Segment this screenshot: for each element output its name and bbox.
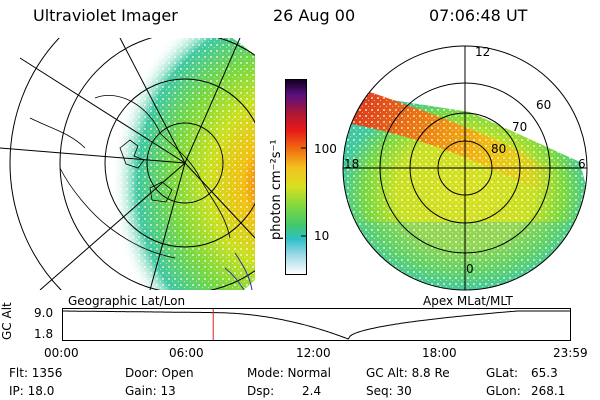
- glat-label: GLat:: [486, 366, 519, 380]
- glon-label: GLon:: [486, 384, 521, 398]
- mlt-label-18: 18: [344, 157, 360, 171]
- timeline-ytick-max: 9.0: [34, 306, 54, 320]
- left-panel-caption: Geographic Lat/Lon: [68, 294, 186, 308]
- gc-altitude: GC Alt: 8.8 Re: [366, 366, 450, 380]
- timeline-xtick-0000: 00:00: [44, 346, 79, 360]
- header-time: 07:06:48 UT: [429, 6, 528, 25]
- ip-value: IP: 18.0: [9, 384, 55, 398]
- timeline-xtick-0600: 06:00: [169, 346, 204, 360]
- altitude-curve: [63, 310, 570, 340]
- timeline-axis-label: GC Alt: [0, 302, 14, 340]
- timeline-xtick-1800: 18:00: [422, 346, 457, 360]
- glon-value: 268.1: [531, 384, 566, 398]
- timeline-xtick-2359: 23:59: [553, 346, 588, 360]
- sequence-number: Seq: 30: [366, 384, 412, 398]
- colorbar-unit-label: photon cm⁻²s⁻¹: [269, 139, 284, 240]
- mlat-label-70: 70: [512, 120, 528, 134]
- mlt-label-12: 12: [475, 45, 491, 59]
- altitude-timeline: [62, 308, 571, 341]
- mlt-label-6: 6: [578, 157, 586, 171]
- mode-status: Mode: Normal: [247, 366, 331, 380]
- flight-number: Flt: 1356: [9, 366, 63, 380]
- instrument-title: Ultraviolet Imager: [33, 6, 178, 25]
- mlat-label-80: 80: [491, 142, 507, 156]
- right-panel-caption: Apex MLat/MLT: [423, 294, 513, 308]
- dsp-label: Dsp:: [247, 384, 275, 398]
- dsp-value: 2.4: [302, 384, 322, 398]
- colorbar-tick-100: 100: [314, 142, 337, 156]
- mlat-label-60: 60: [536, 98, 552, 112]
- header-date: 26 Aug 00: [273, 6, 356, 25]
- intensity-colorbar: [285, 79, 307, 275]
- timeline-xtick-1200: 12:00: [296, 346, 331, 360]
- colorbar-tick-10: 10: [314, 229, 330, 243]
- glat-value: 65.3: [531, 366, 558, 380]
- timeline-ytick-min: 1.8: [34, 327, 54, 341]
- geographic-auroral-image: [0, 38, 255, 290]
- mlt-label-0: 0: [466, 262, 474, 276]
- magnetic-polar-plot: [342, 45, 588, 291]
- door-status: Door: Open: [125, 366, 194, 380]
- gain-value: Gain: 13: [125, 384, 176, 398]
